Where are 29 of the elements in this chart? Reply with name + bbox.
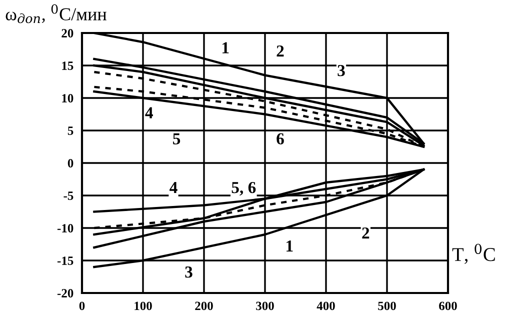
x-tick-label: 600 <box>439 302 457 310</box>
annotation: 1 <box>286 240 293 252</box>
annotation: 3 <box>185 266 192 278</box>
x-tick-label: 300 <box>256 302 274 310</box>
y-tick-label: 0 <box>68 159 74 168</box>
annotation: 2 <box>276 45 284 57</box>
y-tick-label: -5 <box>64 192 74 200</box>
x-tick-label: 200 <box>195 302 213 310</box>
annotation: 2 <box>362 227 370 239</box>
x-tick-label: 100 <box>134 302 152 310</box>
y-tick-label: 15 <box>62 62 74 70</box>
annotation: 1 <box>222 42 229 54</box>
y-axis-title: ω$_{доп}$, $^{0}$C/мин <box>6 4 106 24</box>
annotation: 4 <box>170 182 178 194</box>
annotation: 5, 6 <box>232 182 256 196</box>
x-axis-title: T, $^{0}$C <box>452 244 495 264</box>
annotation: 5 <box>173 133 180 144</box>
x-tick-label: 0 <box>79 302 85 310</box>
annotation: 3 <box>338 64 345 76</box>
y-tick-label: 5 <box>68 126 74 135</box>
y-tick-label: -10 <box>57 224 74 232</box>
annotation: 4 <box>145 107 153 118</box>
x-tick-label: 400 <box>316 302 335 310</box>
annotation: 6 <box>276 133 284 144</box>
y-tick-label: 10 <box>62 94 74 102</box>
x-tick-label: 500 <box>378 302 396 310</box>
y-tick-label: 20 <box>62 29 74 38</box>
y-tick-label: -15 <box>57 256 74 265</box>
y-tick-label: -20 <box>57 289 74 298</box>
